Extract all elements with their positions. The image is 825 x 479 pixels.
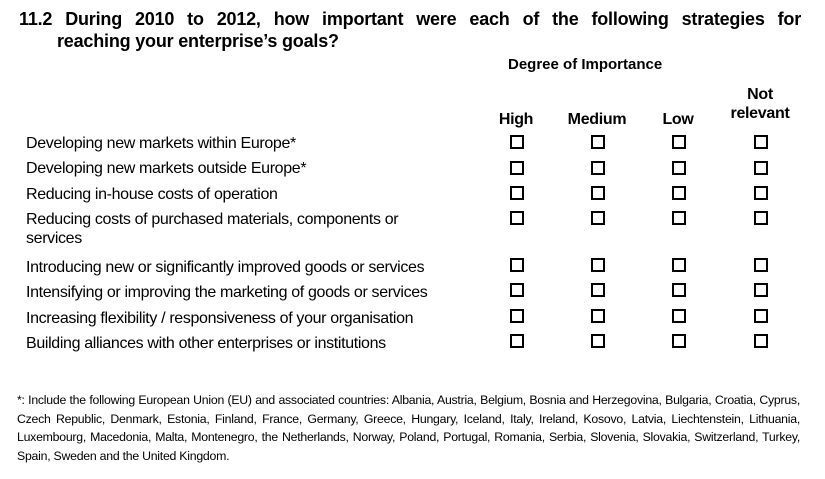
- checkbox-not-relevant[interactable]: [754, 258, 768, 272]
- checkbox-low[interactable]: [672, 334, 686, 348]
- column-header-high: High: [498, 111, 534, 128]
- checkbox-medium[interactable]: [591, 258, 605, 272]
- checkbox-high[interactable]: [510, 135, 524, 149]
- question-title-line2: reaching your enterprise’s goals?: [57, 31, 339, 51]
- row-label-introducing-new-goods: Introducing new or significantly improve…: [26, 259, 425, 276]
- checkbox-high[interactable]: [510, 258, 524, 272]
- checkbox-high[interactable]: [510, 161, 524, 175]
- checkbox-low[interactable]: [672, 283, 686, 297]
- degree-of-importance-header: Degree of Importance: [508, 56, 663, 73]
- checkbox-low[interactable]: [672, 309, 686, 323]
- column-header-not-relevant-line1: Not: [747, 86, 773, 103]
- checkbox-not-relevant[interactable]: [754, 283, 768, 297]
- checkbox-high[interactable]: [510, 211, 524, 225]
- column-header-medium: Medium: [567, 111, 627, 128]
- checkbox-low[interactable]: [672, 161, 686, 175]
- footnote-eu-countries: *: Include the following European Union …: [17, 393, 800, 463]
- checkbox-medium[interactable]: [591, 283, 605, 297]
- checkbox-medium[interactable]: [591, 161, 605, 175]
- checkbox-medium[interactable]: [591, 334, 605, 348]
- checkbox-medium[interactable]: [591, 211, 605, 225]
- checkbox-not-relevant[interactable]: [754, 309, 768, 323]
- checkbox-medium[interactable]: [591, 309, 605, 323]
- checkbox-high[interactable]: [510, 334, 524, 348]
- column-header-low: Low: [662, 111, 694, 128]
- checkbox-high[interactable]: [510, 283, 524, 297]
- question-title-line1: 11.2 During 2010 to 2012, how important …: [19, 9, 801, 29]
- row-label-markets-within-europe: Developing new markets within Europe*: [26, 135, 296, 152]
- checkbox-low[interactable]: [672, 186, 686, 200]
- checkbox-low[interactable]: [672, 258, 686, 272]
- row-label-intensifying-marketing: Intensifying or improving the marketing …: [26, 284, 428, 301]
- checkbox-high[interactable]: [510, 309, 524, 323]
- checkbox-not-relevant[interactable]: [754, 211, 768, 225]
- column-header-not-relevant: Not relevant: [724, 85, 796, 123]
- question-title: 11.2 During 2010 to 2012, how important …: [19, 8, 801, 52]
- checkbox-high[interactable]: [510, 186, 524, 200]
- row-label-reducing-purchased-costs: Reducing costs of purchased materials, c…: [26, 208, 466, 251]
- checkbox-low[interactable]: [672, 211, 686, 225]
- checkbox-medium[interactable]: [591, 186, 605, 200]
- checkbox-low[interactable]: [672, 135, 686, 149]
- checkbox-not-relevant[interactable]: [754, 161, 768, 175]
- column-header-not-relevant-line2: relevant: [730, 105, 790, 122]
- checkbox-not-relevant[interactable]: [754, 334, 768, 348]
- row-label-building-alliances: Building alliances with other enterprise…: [26, 335, 386, 352]
- row-label-reducing-inhouse-costs: Reducing in-house costs of operation: [26, 186, 278, 203]
- row-label-line1: Reducing costs of purchased materials, c…: [26, 211, 399, 228]
- row-label-increasing-flexibility: Increasing flexibility / responsiveness …: [26, 310, 414, 327]
- checkbox-not-relevant[interactable]: [754, 186, 768, 200]
- checkbox-not-relevant[interactable]: [754, 135, 768, 149]
- row-label-markets-outside-europe: Developing new markets outside Europe*: [26, 160, 307, 177]
- row-label-line2: services: [26, 230, 82, 247]
- checkbox-medium[interactable]: [591, 135, 605, 149]
